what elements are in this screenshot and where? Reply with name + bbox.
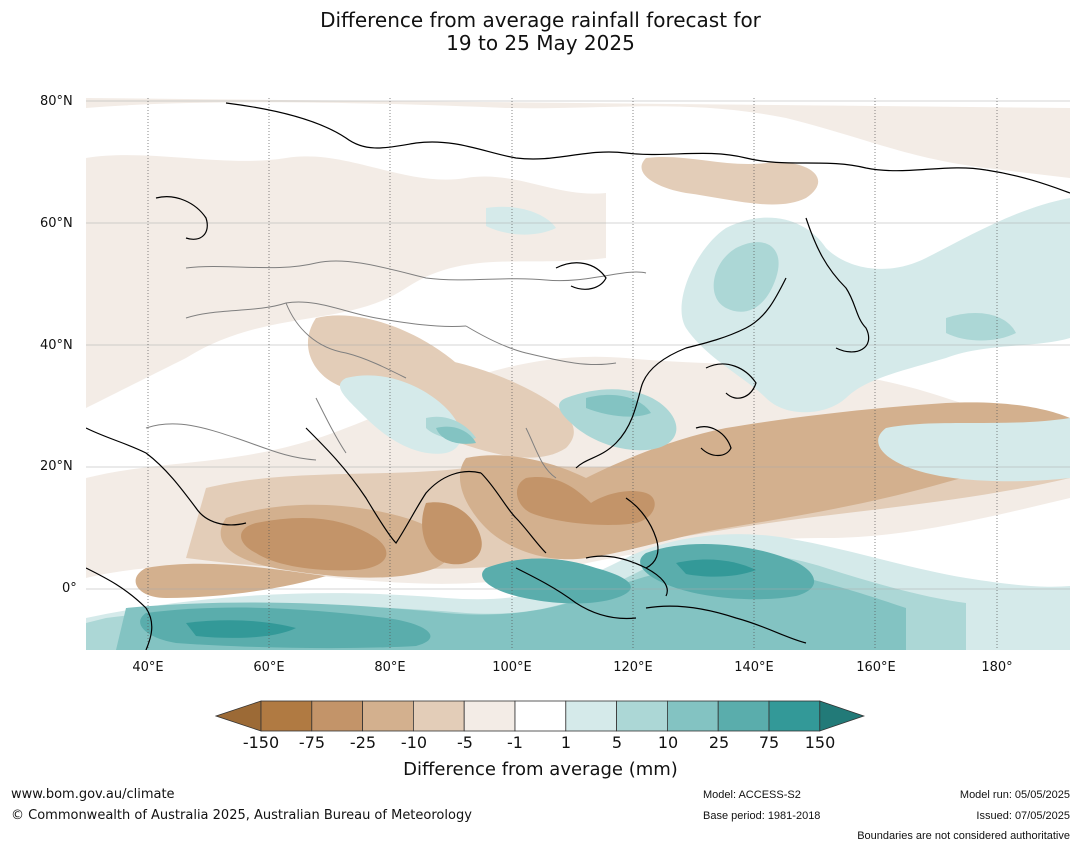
lon-label-100e: 100°E xyxy=(492,660,532,675)
colorbar xyxy=(214,700,867,736)
colorbar-tick: -75 xyxy=(298,733,326,752)
lon-label-60e: 60°E xyxy=(253,660,285,675)
coastlines xyxy=(86,102,1070,650)
rainfall-anomaly-map xyxy=(86,98,1070,650)
graticule xyxy=(86,100,1070,590)
colorbar-tick: -25 xyxy=(349,733,377,752)
anomaly-dry-dark xyxy=(241,477,655,571)
lon-label-40e: 40°E xyxy=(132,660,164,675)
colorbar-extend-high xyxy=(819,700,866,732)
colorbar-swatch xyxy=(514,700,567,732)
colorbar-swatch xyxy=(362,700,414,732)
lat-label-60n: 60°N xyxy=(40,216,73,231)
lon-label-160e: 160°E xyxy=(856,660,896,675)
colorbar-swatch xyxy=(412,700,465,732)
colorbar-tick: 25 xyxy=(708,733,730,752)
footer-base-period: Base period: 1981-2018 xyxy=(703,810,821,822)
colorbar-swatch xyxy=(565,700,617,732)
footer-url: www.bom.gov.au/climate xyxy=(11,787,175,802)
footer-model-run: Model run: 05/05/2025 xyxy=(959,789,1070,801)
colorbar-swatch xyxy=(768,700,821,732)
colorbar-tick: -10 xyxy=(400,733,428,752)
colorbar-swatch xyxy=(616,700,668,732)
lon-label-80e: 80°E xyxy=(374,660,406,675)
colorbar-swatch xyxy=(311,700,364,732)
anomaly-wet-deepest xyxy=(186,559,756,638)
colorbar-tick: 1 xyxy=(560,733,572,752)
colorbar-tick: 75 xyxy=(758,733,780,752)
colorbar-tick: -1 xyxy=(507,733,523,752)
lat-label-80n: 80°N xyxy=(40,94,73,109)
footer-copyright: © Commonwealth of Australia 2025, Austra… xyxy=(11,808,472,823)
lat-label-40n: 40°N xyxy=(40,338,73,353)
title-line-1: Difference from average rainfall forecas… xyxy=(320,8,761,32)
lon-label-120e: 120°E xyxy=(613,660,653,675)
colorbar-swatch xyxy=(666,700,719,732)
lon-label-140e: 140°E xyxy=(734,660,774,675)
lat-label-20n: 20°N xyxy=(40,459,73,474)
anomaly-wet-dark xyxy=(140,543,815,649)
colorbar-swatch xyxy=(463,700,516,732)
colorbar-tick: 150 xyxy=(804,733,836,752)
lon-label-180: 180° xyxy=(981,660,1013,675)
lat-label-equator: 0° xyxy=(62,581,77,596)
colorbar-swatch xyxy=(717,700,770,732)
colorbar-swatch xyxy=(260,700,313,732)
colorbar-tick: 10 xyxy=(657,733,679,752)
colorbar-tick: -150 xyxy=(242,733,280,752)
country-boundaries xyxy=(145,260,647,479)
footer-disclaimer: Boundaries are not considered authoritat… xyxy=(857,830,1070,842)
colorbar-swatches xyxy=(214,700,866,732)
colorbar-tick: 5 xyxy=(611,733,623,752)
footer-issued: Issued: 07/05/2025 xyxy=(976,810,1070,822)
colorbar-tick: -5 xyxy=(457,733,473,752)
colorbar-label: Difference from average (mm) xyxy=(403,759,678,780)
chart-title: Difference from average rainfall forecas… xyxy=(0,9,1081,55)
footer-model: Model: ACCESS-S2 xyxy=(703,789,801,801)
meridians xyxy=(147,98,998,650)
colorbar-extend-low xyxy=(214,700,262,732)
title-line-2: 19 to 25 May 2025 xyxy=(446,31,635,55)
